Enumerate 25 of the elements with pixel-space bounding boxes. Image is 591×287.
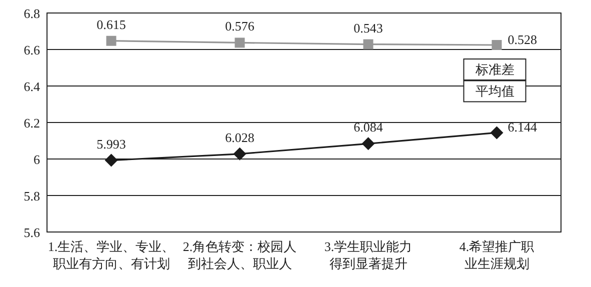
y-tick-label: 6.8 [24,6,40,21]
data-label: 0.576 [225,18,255,34]
data-label: 6.028 [225,130,254,145]
y-tick-label: 6.2 [24,116,40,130]
data-label: 6.144 [508,120,538,135]
x-tick-label: 4.希望推广职业生涯规划 [459,239,534,271]
point [362,137,375,150]
y-tick-label: 6 [34,152,40,167]
x-tick-label: 1.生活、学业、专业、职业有方向、有计划 [48,239,175,271]
y-tick-label: 6.4 [24,79,40,94]
y-tick-label: 5.8 [24,188,40,204]
data-label: 0.543 [354,20,383,36]
y-tick-label: 5.6 [24,225,40,240]
point [490,126,504,140]
y-tick-label: 6.6 [24,42,40,58]
point [233,147,246,160]
x-tick-label: 2.角色转变：校园人到社会人、职业人 [182,239,297,271]
series-label: 标准差 [474,62,514,77]
data-label: 6.084 [354,120,384,135]
point [104,154,118,167]
x-tick-label: 3.学生职业能力得到显著提升 [324,239,412,271]
data-label: 0.615 [96,16,126,32]
legend-label: 平均值 [475,84,514,99]
data-label: 0.528 [508,32,537,47]
data-label: 5.993 [96,136,126,152]
